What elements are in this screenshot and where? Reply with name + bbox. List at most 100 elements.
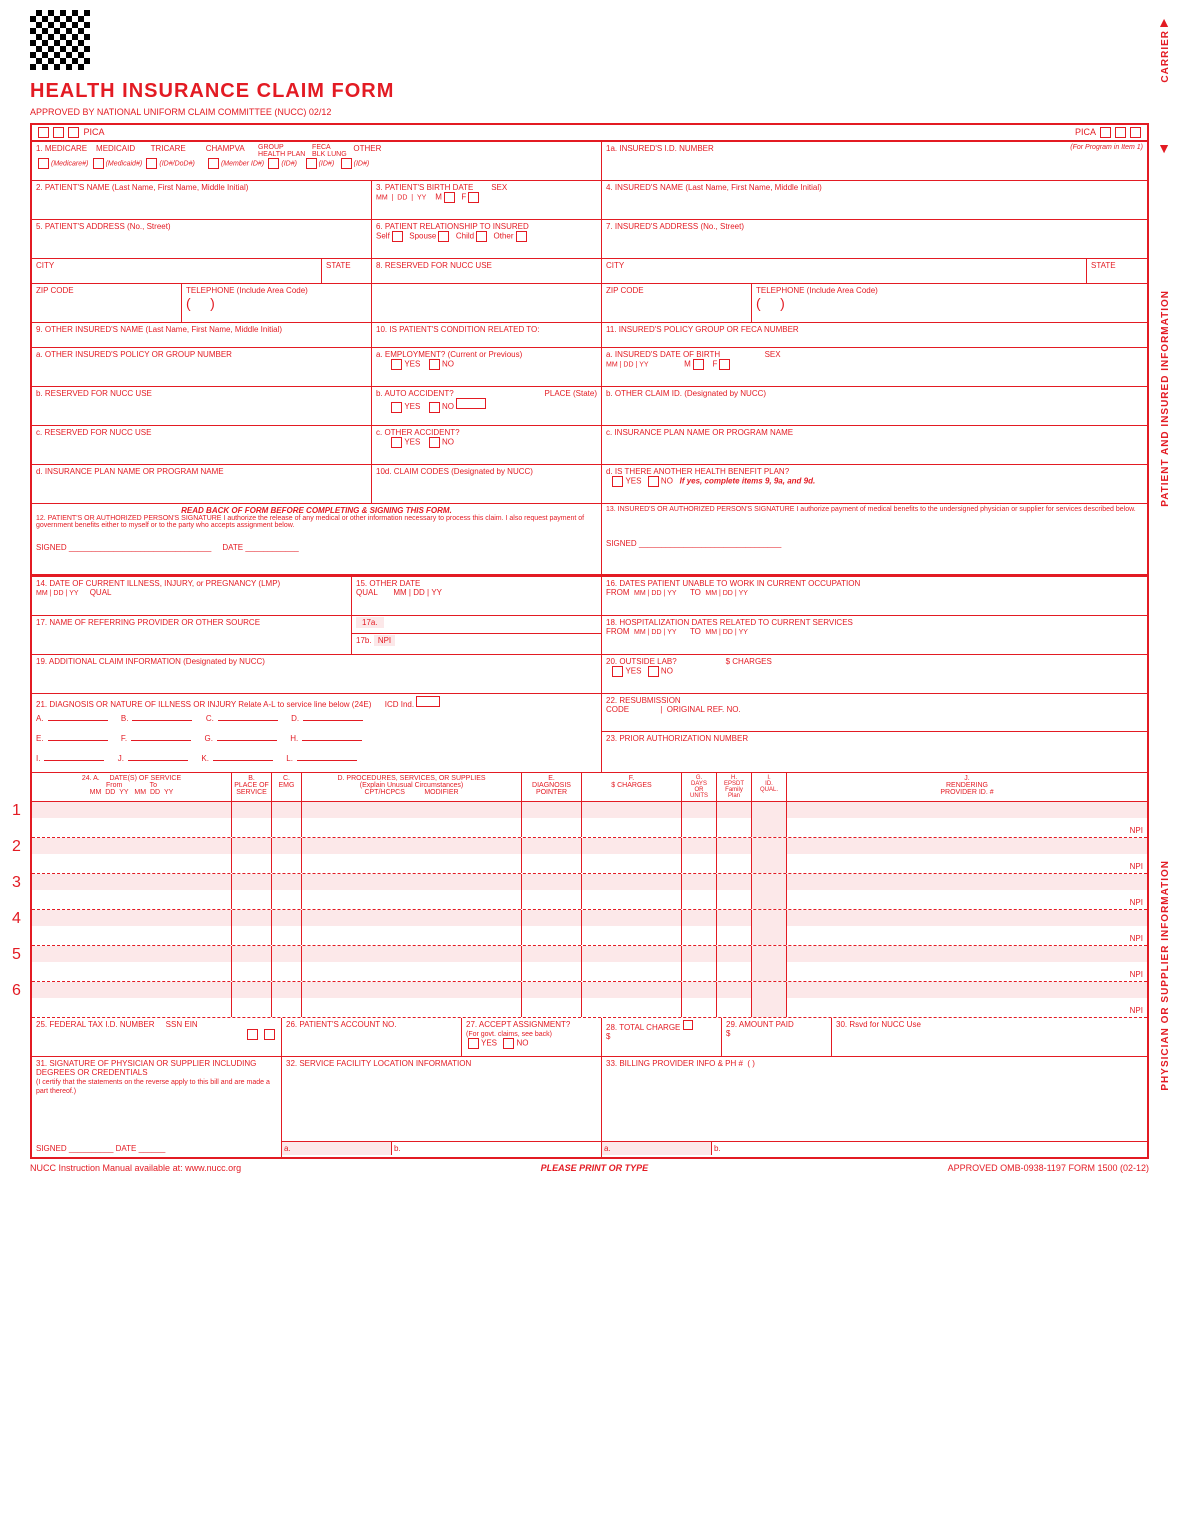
field-11c[interactable]: c. INSURANCE PLAN NAME OR PROGRAM NAME [602,426,1147,464]
checkbox-sex-f[interactable] [468,192,479,203]
field-29[interactable]: 29. AMOUNT PAID$ [722,1018,832,1056]
service-row-1[interactable]: 1 NPI [32,802,1147,838]
diag-K.[interactable]: K. [201,754,273,763]
checkbox-11d-yes[interactable] [612,476,623,487]
pica-box[interactable] [38,127,49,138]
pica-box[interactable] [1100,127,1111,138]
checkbox-tricare[interactable] [146,158,157,169]
checkbox-self[interactable] [392,231,403,242]
field-32[interactable]: 32. SERVICE FACILITY LOCATION INFORMATIO… [282,1057,602,1157]
diag-D.[interactable]: D. [291,714,363,723]
checkbox-sex-m[interactable] [444,192,455,203]
field-15[interactable]: 15. OTHER DATEQUAL MM | DD | YY [352,577,602,615]
field-11a[interactable]: a. INSURED'S DATE OF BIRTH SEXMM | DD | … [602,348,1147,386]
diag-F.[interactable]: F. [121,734,191,743]
service-row-6[interactable]: 6 NPI [32,982,1147,1018]
checkbox-ins-f[interactable] [719,359,730,370]
field-5-city[interactable]: CITY [32,259,322,283]
checkbox-ssn[interactable] [247,1029,258,1040]
field-22[interactable]: 22. RESUBMISSION CODE | ORIGINAL REF. NO… [602,694,1147,732]
checkbox-emp-yes[interactable] [391,359,402,370]
field-11b[interactable]: b. OTHER CLAIM ID. (Designated by NUCC) [602,387,1147,425]
field-9d[interactable]: d. INSURANCE PLAN NAME OR PROGRAM NAME [32,465,372,503]
checkbox-ein[interactable] [264,1029,275,1040]
service-header: 24. A. DATE(S) OF SERVICEFrom ToMM DD YY… [32,773,1147,802]
diag-C.[interactable]: C. [206,714,278,723]
diag-H.[interactable]: H. [290,734,362,743]
checkbox-other[interactable] [341,158,352,169]
field-21-diagnosis[interactable]: 21. DIAGNOSIS OR NATURE OF ILLNESS OR IN… [32,694,602,772]
checkbox-lab-yes[interactable] [612,666,623,677]
service-row-5[interactable]: 5 NPI [32,946,1147,982]
field-7-tel[interactable]: TELEPHONE (Include Area Code)( ) [752,284,1147,322]
field-19[interactable]: 19. ADDITIONAL CLAIM INFORMATION (Design… [32,655,602,693]
field-11d: d. IS THERE ANOTHER HEALTH BENEFIT PLAN?… [602,465,1147,503]
field-1a-insured-id[interactable]: 1a. INSURED'S I.D. NUMBER (For Program i… [602,142,1147,180]
field-17[interactable]: 17. NAME OF REFERRING PROVIDER OR OTHER … [32,616,352,654]
row-4: CITY STATE 8. RESERVED FOR NUCC USE CITY… [32,259,1147,284]
checkbox-spouse[interactable] [438,231,449,242]
field-3-birth-sex[interactable]: 3. PATIENT'S BIRTH DATE SEX MM | DD | YY… [372,181,602,219]
field-16[interactable]: 16. DATES PATIENT UNABLE TO WORK IN CURR… [602,577,1147,615]
diag-L.[interactable]: L. [286,754,357,763]
field-7-city[interactable]: CITY [602,259,1087,283]
checkbox-11d-no[interactable] [648,476,659,487]
checkbox-other-rel[interactable] [516,231,527,242]
service-row-4[interactable]: 4 NPI [32,910,1147,946]
npi-label: NPI [1130,826,1143,835]
diag-J.[interactable]: J. [118,754,188,763]
field-5-tel[interactable]: TELEPHONE (Include Area Code)( ) [182,284,372,322]
checkbox-champva[interactable] [208,158,219,169]
qr-code [30,10,90,70]
pica-box[interactable] [1130,127,1141,138]
field-7-zip[interactable]: ZIP CODE [602,284,752,322]
field-5-patient-address[interactable]: 5. PATIENT'S ADDRESS (No., Street) [32,220,372,258]
checkbox-auto-no[interactable] [429,402,440,413]
checkbox-medicare[interactable] [38,158,49,169]
field-17ab[interactable]: 17a. 17b. NPI [352,616,602,654]
checkbox-medicaid[interactable] [93,158,104,169]
field-26[interactable]: 26. PATIENT'S ACCOUNT NO. [282,1018,462,1056]
checkbox-emp-no[interactable] [429,359,440,370]
diag-I.[interactable]: I. [36,754,104,763]
diag-G.[interactable]: G. [204,734,276,743]
field-5-state[interactable]: STATE [322,259,372,283]
checkbox-auto-yes[interactable] [391,402,402,413]
service-row-2[interactable]: 2 NPI [32,838,1147,874]
field-2-patient-name[interactable]: 2. PATIENT'S NAME (Last Name, First Name… [32,181,372,219]
pica-box[interactable] [1115,127,1126,138]
checkbox-oth-yes[interactable] [391,437,402,448]
checkbox-ins-m[interactable] [693,359,704,370]
diag-B.[interactable]: B. [121,714,193,723]
field-28[interactable]: 28. TOTAL CHARGE $ [602,1018,722,1056]
field-25[interactable]: 25. FEDERAL TAX I.D. NUMBER SSN EIN [32,1018,282,1056]
checkbox-accept-yes[interactable] [468,1038,479,1049]
diag-A.[interactable]: A. [36,714,108,723]
field-13-signature[interactable]: 13. INSURED'S OR AUTHORIZED PERSON'S SIG… [602,504,1147,574]
pica-box[interactable] [53,127,64,138]
field-12-signature[interactable]: READ BACK OF FORM BEFORE COMPLETING & SI… [32,504,602,574]
field-23[interactable]: 23. PRIOR AUTHORIZATION NUMBER [602,732,1147,772]
field-18[interactable]: 18. HOSPITALIZATION DATES RELATED TO CUR… [602,616,1147,654]
pica-box[interactable] [68,127,79,138]
field-11[interactable]: 11. INSURED'S POLICY GROUP OR FECA NUMBE… [602,323,1147,347]
checkbox-lab-no[interactable] [648,666,659,677]
field-5-zip[interactable]: ZIP CODE [32,284,182,322]
field-7-insured-address[interactable]: 7. INSURED'S ADDRESS (No., Street) [602,220,1147,258]
checkbox-group[interactable] [268,158,279,169]
field-9a[interactable]: a. OTHER INSURED'S POLICY OR GROUP NUMBE… [32,348,372,386]
field-4-insured-name[interactable]: 4. INSURED'S NAME (Last Name, First Name… [602,181,1147,219]
diag-E.[interactable]: E. [36,734,108,743]
field-14[interactable]: 14. DATE OF CURRENT ILLNESS, INJURY, or … [32,577,352,615]
field-10d[interactable]: 10d. CLAIM CODES (Designated by NUCC) [372,465,602,503]
field-7-state[interactable]: STATE [1087,259,1147,283]
field-31[interactable]: 31. SIGNATURE OF PHYSICIAN OR SUPPLIER I… [32,1057,282,1157]
checkbox-child[interactable] [476,231,487,242]
pica-right: PICA [1075,127,1143,138]
checkbox-oth-no[interactable] [429,437,440,448]
checkbox-feca[interactable] [306,158,317,169]
checkbox-accept-no[interactable] [503,1038,514,1049]
service-row-3[interactable]: 3 NPI [32,874,1147,910]
field-33[interactable]: 33. BILLING PROVIDER INFO & PH # ( ) a.b… [602,1057,1147,1157]
field-9[interactable]: 9. OTHER INSURED'S NAME (Last Name, Firs… [32,323,372,347]
